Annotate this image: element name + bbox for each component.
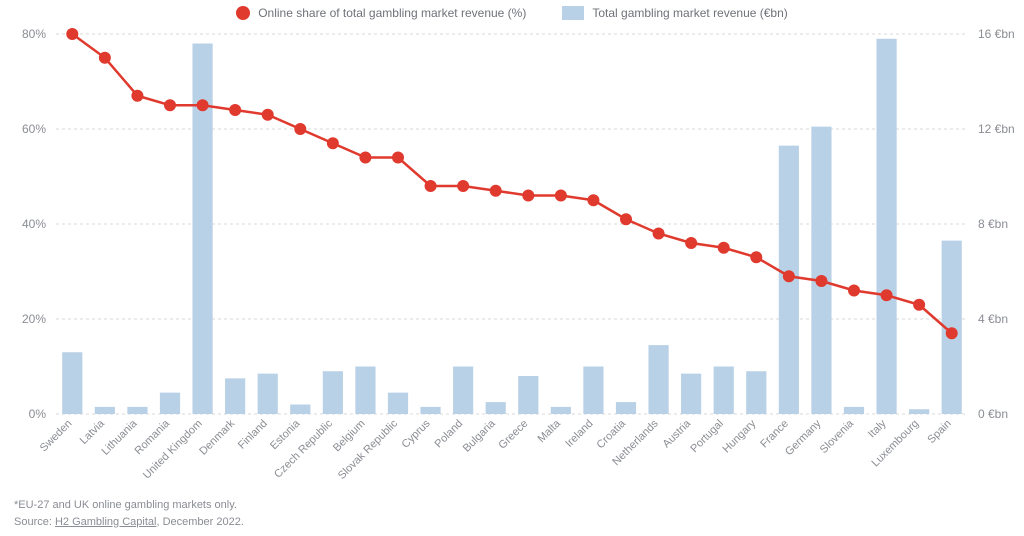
revenue-bar (95, 407, 115, 414)
online-share-marker (164, 99, 176, 111)
left-axis-tick-label: 20% (22, 312, 46, 326)
footnote-source-suffix: , December 2022. (156, 516, 243, 528)
revenue-bar (192, 44, 212, 415)
revenue-bar (648, 345, 668, 414)
online-share-marker (718, 242, 730, 254)
online-share-marker (815, 275, 827, 287)
x-axis-label: Cyprus (400, 417, 433, 450)
footnote-source-prefix: Source: (14, 516, 55, 528)
right-axis-tick-label: 0 €bn (978, 407, 1008, 421)
x-axis-label: Slovenia (818, 417, 857, 456)
online-share-marker (946, 327, 958, 339)
online-share-marker (881, 289, 893, 301)
gambling-market-chart: Online share of total gambling market re… (0, 0, 1024, 536)
revenue-bar (486, 402, 506, 414)
x-axis-label: Hungary (721, 417, 759, 455)
x-axis-label: Italy (866, 417, 889, 440)
online-share-marker (425, 180, 437, 192)
online-share-marker (359, 152, 371, 164)
revenue-bar (323, 371, 343, 414)
online-share-marker (848, 285, 860, 297)
online-share-marker (99, 52, 111, 64)
left-axis-tick-label: 40% (22, 217, 46, 231)
revenue-bar (876, 39, 896, 414)
revenue-bar (518, 376, 538, 414)
x-axis-label: Sweden (38, 418, 75, 455)
online-share-marker (229, 104, 241, 116)
right-axis-tick-label: 12 €bn (978, 122, 1015, 136)
left-axis-tick-label: 0% (29, 407, 47, 421)
x-axis-label: Spain (925, 418, 953, 446)
left-axis-tick-label: 80% (22, 27, 46, 41)
x-axis-label: Denmark (197, 417, 237, 457)
revenue-bar (746, 371, 766, 414)
revenue-bar (420, 407, 440, 414)
revenue-bar (160, 393, 180, 414)
revenue-bar (258, 374, 278, 414)
chart-svg: 0% 0 €bn 20% 4 €bn 40% 8 €bn 60% 12 €bn 80% 16 €b… (0, 0, 1024, 536)
x-axis-label: Ireland (563, 418, 595, 450)
left-axis-tick-label: 60% (22, 122, 46, 136)
revenue-bar (290, 405, 310, 415)
online-share-marker (653, 228, 665, 240)
right-axis-tick-label: 4 €bn (978, 312, 1008, 326)
x-axis-label: Bulgaria (461, 417, 499, 455)
revenue-bar (355, 367, 375, 415)
footnote-line1: *EU-27 and UK online gambling markets on… (14, 497, 244, 514)
online-share-marker (587, 194, 599, 206)
revenue-bar (909, 409, 929, 414)
online-share-marker (522, 190, 534, 202)
x-axis-label: Malta (535, 417, 563, 445)
revenue-bar (388, 393, 408, 414)
footnote-source-link[interactable]: H2 Gambling Capital (55, 516, 157, 528)
online-share-marker (327, 137, 339, 149)
revenue-bar (681, 374, 701, 414)
online-share-marker (620, 213, 632, 225)
revenue-bar (62, 352, 82, 414)
x-axis-label: Czech Republic (272, 417, 335, 480)
online-share-marker (66, 28, 78, 40)
revenue-bar (453, 367, 473, 415)
online-share-marker (197, 99, 209, 111)
footnote-line2: Source: H2 Gambling Capital, December 20… (14, 514, 244, 531)
revenue-bar (127, 407, 147, 414)
x-axis-label: Greece (496, 418, 530, 452)
revenue-bar (616, 402, 636, 414)
right-axis-tick-label: 16 €bn (978, 27, 1015, 41)
online-share-marker (392, 152, 404, 164)
revenue-bar (811, 127, 831, 414)
online-share-marker (262, 109, 274, 121)
x-axis-label: Portugal (688, 418, 725, 455)
revenue-bar (583, 367, 603, 415)
online-share-marker (783, 270, 795, 282)
online-share-marker (750, 251, 762, 263)
revenue-bar (551, 407, 571, 414)
revenue-bar (225, 378, 245, 414)
online-share-marker (685, 237, 697, 249)
chart-footnote: *EU-27 and UK online gambling markets on… (14, 497, 244, 530)
online-share-marker (131, 90, 143, 102)
online-share-marker (555, 190, 567, 202)
x-axis-label: Germany (783, 417, 824, 458)
x-axis-label: Finland (236, 418, 270, 452)
x-axis-label: United Kingdom (141, 418, 205, 482)
online-share-marker (490, 185, 502, 197)
online-share-marker (294, 123, 306, 135)
x-axis-label: Latvia (78, 417, 108, 447)
online-share-marker (457, 180, 469, 192)
online-share-marker (913, 299, 925, 311)
right-axis-tick-label: 8 €bn (978, 217, 1008, 231)
x-axis-label: Slovak Republic (336, 417, 401, 482)
revenue-bar (714, 367, 734, 415)
revenue-bar (844, 407, 864, 414)
